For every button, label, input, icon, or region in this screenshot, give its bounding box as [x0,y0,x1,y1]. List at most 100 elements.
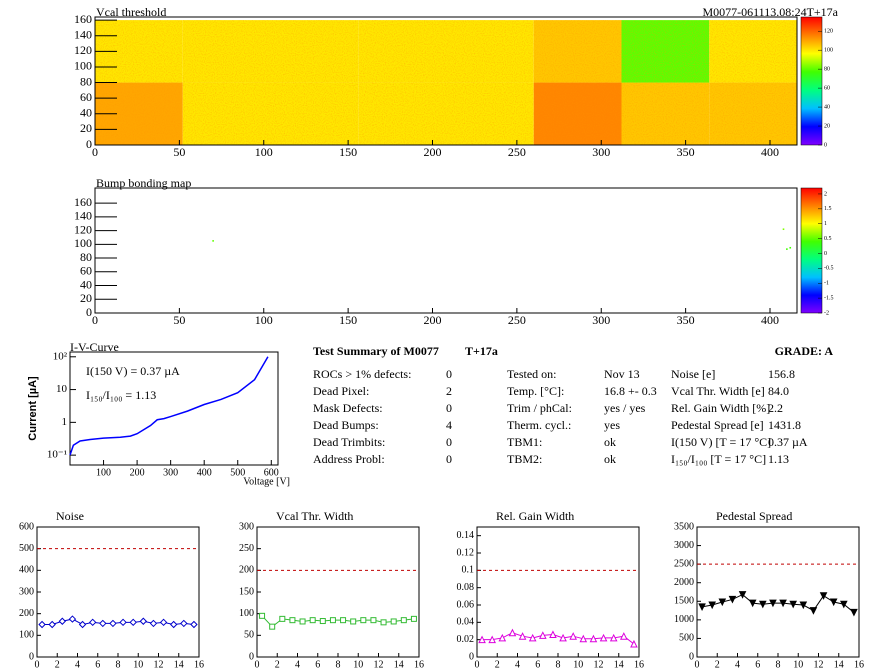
x-tick-label: 300 [163,467,178,478]
x-tick-label: 350 [677,313,695,327]
y-tick-label: 40 [80,277,92,291]
summary-value: 0 [446,435,452,449]
chart-title: Rel. Gain Width [496,509,574,523]
chart-title: Vcal Thr. Width [276,509,353,523]
chart-title: Pedestal Spread [716,509,792,523]
marker [698,603,706,611]
y-tick-label: 140 [74,27,92,41]
summary-value: Nov 13 [604,367,640,381]
y-tick-label: 0.02 [457,634,475,645]
marker [508,628,517,637]
x-tick-label: 0 [475,659,480,670]
y-tick-label: 0 [689,651,694,662]
y-tick-label: 0 [86,305,92,319]
marker [599,633,608,642]
colorbar-tick-label: 20 [824,123,830,129]
summary-label: I(150 V) [T = 17 °C] [671,435,771,449]
y-tick-label: 0.08 [457,582,475,593]
x-tick-label: 6 [755,659,760,670]
x-tick-label: 2 [715,659,720,670]
x-tick-label: 2 [275,659,280,670]
summary-label: TBM1: [507,435,542,449]
summary-label: Noise [e] [671,367,715,381]
y-axis-label: Current [µA] [27,376,39,441]
x-tick-label: 0 [92,145,98,159]
marker [390,618,397,625]
x-tick-label: 12 [154,659,164,670]
marker [539,631,547,639]
summary-label: Therm. cycl.: [507,418,571,432]
summary-value: yes [604,418,620,432]
summary-value: 0 [446,452,452,466]
marker [528,633,537,642]
colorbar [800,187,823,314]
x-tick-label: 400 [197,467,212,478]
x-tick-label: 0 [255,659,260,670]
x-tick-label: 0 [92,313,98,327]
x-tick-label: 350 [677,145,695,159]
summary-label: Pedestal Spread [e] [671,418,764,432]
marker [289,617,296,624]
y-tick-label: 80 [80,250,92,264]
colorbar-tick-label: 0.5 [824,236,832,242]
y-tick-label: 60 [80,264,92,278]
marker [759,600,767,609]
colorbar-tick-label: 1 [824,221,827,227]
x-tick-label: 14 [174,659,184,670]
dead-bump [786,248,788,250]
marker [789,600,797,609]
x-tick-label: 100 [96,467,111,478]
marker [769,599,777,608]
plot-frame [69,351,279,466]
y-tick-label: 500 [679,633,694,644]
colorbar-tick-label: 60 [824,85,830,91]
x-tick-label: 4 [295,659,300,670]
y-tick-label: 120 [74,43,92,57]
x-tick-label: 16 [414,659,424,670]
marker [159,618,168,627]
x-tick-label: 6 [315,659,320,670]
marker [370,617,377,624]
marker [779,599,787,608]
plot-frame [94,16,798,146]
y-tick-label: 10 [56,383,68,395]
x-tick-label: 10 [573,659,583,670]
marker [850,608,858,617]
roc-line [261,615,415,628]
marker [748,599,757,608]
marker [350,618,357,625]
y-tick-label: 120 [74,222,92,236]
x-tick-label: 250 [508,313,526,327]
x-tick-label: 100 [255,145,273,159]
marker [380,619,387,626]
x-tick-label: 14 [394,659,404,670]
x-tick-label: 200 [424,145,442,159]
plot-frame [94,187,798,314]
x-tick-label: 2 [495,659,500,670]
summary-value: 156.8 [768,367,795,381]
x-tick-label: 10 [133,659,143,670]
y-tick-label: 500 [19,543,34,554]
y-tick-label: 300 [239,521,254,532]
chart-subtitle: M0077-061113.08:24T+17a [702,5,838,19]
marker [139,617,148,625]
summary-tag: T+17a [465,344,498,358]
x-tick-label: 300 [592,145,610,159]
y-tick-label: 80 [80,74,92,88]
x-tick-label: 6 [95,659,100,670]
x-tick-label: 4 [735,659,740,670]
marker [119,618,127,627]
chart-title: Bump bonding map [96,176,191,190]
summary-label: Dead Bumps: [313,418,379,432]
marker [329,617,336,624]
summary-value: ok [604,452,616,466]
marker [149,619,158,628]
y-tick-label: 0.1 [462,565,475,576]
chart-title: Vcal threshold [96,5,166,19]
colorbar [800,16,823,146]
x-tick-label: 4 [75,659,80,670]
y-tick-label: 160 [74,12,92,26]
summary-value: 0 [446,401,452,415]
x-tick-label: 8 [776,659,781,670]
